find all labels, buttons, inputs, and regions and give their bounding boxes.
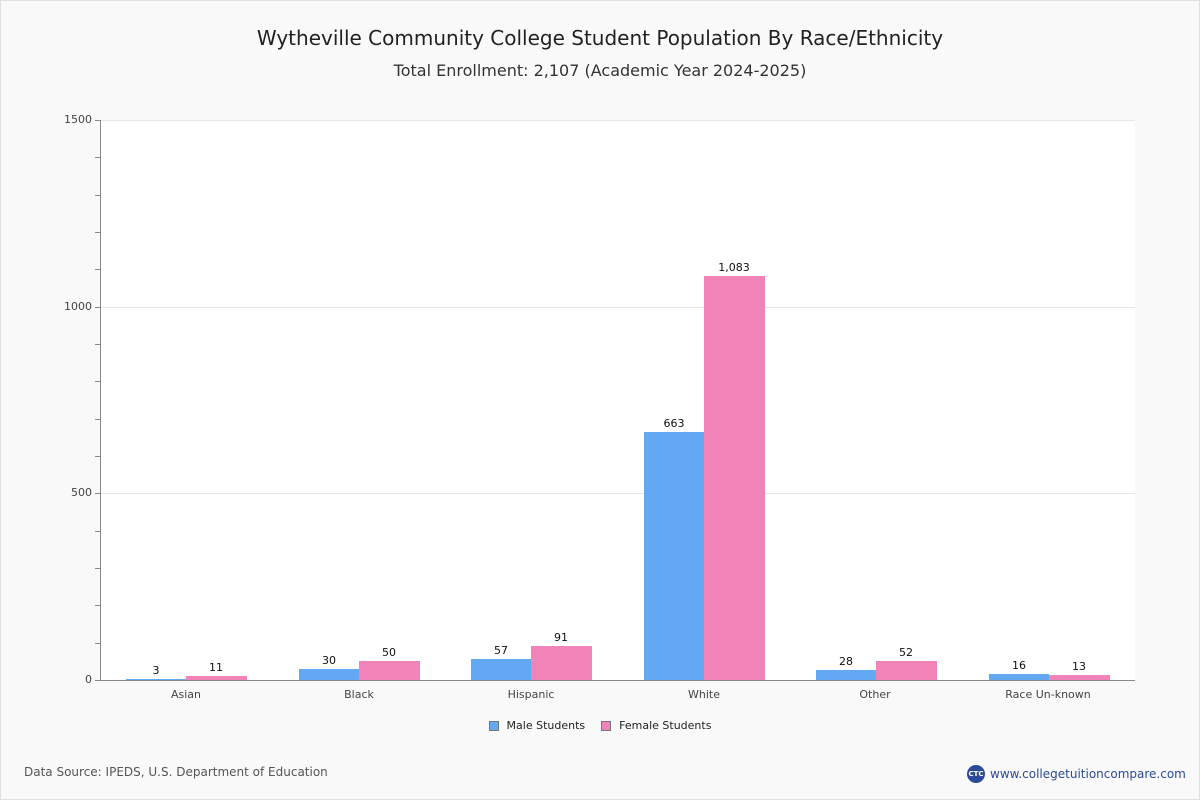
bar-unknown-female[interactable] xyxy=(1049,675,1110,680)
y-label-1000: 1000 xyxy=(64,300,92,313)
brand-url: www.collegetuitioncompare.com xyxy=(990,767,1186,781)
value-label: 1,083 xyxy=(718,261,750,274)
bar-black-female[interactable] xyxy=(359,661,420,680)
y-tick xyxy=(95,493,100,494)
value-label: 50 xyxy=(382,646,396,659)
bar-hispanic-male[interactable] xyxy=(471,659,531,680)
x-label-black: Black xyxy=(344,688,374,701)
y-tick-minor xyxy=(95,605,100,606)
value-label: 30 xyxy=(322,654,336,667)
x-axis xyxy=(100,680,1135,681)
ctc-logo-icon: CTC xyxy=(967,765,985,783)
chart-title: Wytheville Community College Student Pop… xyxy=(256,26,944,50)
value-label: 91 xyxy=(554,631,568,644)
legend-label-female: Female Students xyxy=(619,719,712,732)
y-tick xyxy=(95,680,100,681)
plot-area xyxy=(100,120,1135,680)
bar-black-male[interactable] xyxy=(299,669,359,680)
value-label: 28 xyxy=(839,655,853,668)
chart-subtitle: Total Enrollment: 2,107 (Academic Year 2… xyxy=(393,61,807,80)
male-swatch-icon xyxy=(488,720,499,731)
data-source: Data Source: IPEDS, U.S. Department of E… xyxy=(24,765,328,779)
y-tick-minor xyxy=(95,568,100,569)
gridline-1000 xyxy=(100,307,1135,308)
value-label: 13 xyxy=(1072,660,1086,673)
value-label: 16 xyxy=(1012,659,1026,672)
legend-item-male[interactable]: Male Students xyxy=(488,719,586,732)
y-tick-minor xyxy=(95,232,100,233)
bar-asian-male[interactable] xyxy=(126,679,186,680)
bar-white-male[interactable] xyxy=(644,432,704,680)
brand-link[interactable]: CTC www.collegetuitioncompare.com xyxy=(967,765,1186,783)
y-tick-minor xyxy=(95,531,100,532)
y-tick xyxy=(95,120,100,121)
gridline-1500 xyxy=(100,120,1135,121)
value-label: 663 xyxy=(663,417,685,430)
bar-other-female[interactable] xyxy=(876,661,937,680)
y-tick xyxy=(95,307,100,308)
y-tick-minor xyxy=(95,157,100,158)
value-label: 52 xyxy=(899,646,913,659)
x-label-race-unknown: Race Un-known xyxy=(1005,688,1091,701)
bar-unknown-male[interactable] xyxy=(989,674,1049,680)
y-label-1500: 1500 xyxy=(64,113,92,126)
value-label: 3 xyxy=(152,664,160,677)
y-tick-minor xyxy=(95,269,100,270)
y-tick-minor xyxy=(95,195,100,196)
x-label-white: White xyxy=(688,688,720,701)
y-tick-minor xyxy=(95,344,100,345)
female-swatch-icon xyxy=(601,720,612,731)
bar-asian-female[interactable] xyxy=(186,676,247,680)
y-tick-minor xyxy=(95,419,100,420)
legend-item-female[interactable]: Female Students xyxy=(601,719,711,732)
x-label-other: Other xyxy=(859,688,891,701)
y-label-0: 0 xyxy=(85,673,92,686)
value-label: 57 xyxy=(494,644,508,657)
bar-white-female[interactable] xyxy=(704,276,765,680)
x-label-hispanic: Hispanic xyxy=(507,688,555,701)
y-tick-minor xyxy=(95,643,100,644)
y-axis xyxy=(100,120,101,680)
legend-label-male: Male Students xyxy=(506,719,586,732)
y-label-500: 500 xyxy=(71,486,92,499)
y-tick-minor xyxy=(95,381,100,382)
legend: Male Students Female Students xyxy=(0,719,1200,732)
gridline-500 xyxy=(100,493,1135,494)
bar-other-male[interactable] xyxy=(816,670,876,680)
y-tick-minor xyxy=(95,456,100,457)
x-label-asian: Asian xyxy=(170,688,202,701)
value-label: 11 xyxy=(209,661,223,674)
bar-hispanic-female[interactable] xyxy=(531,646,592,680)
